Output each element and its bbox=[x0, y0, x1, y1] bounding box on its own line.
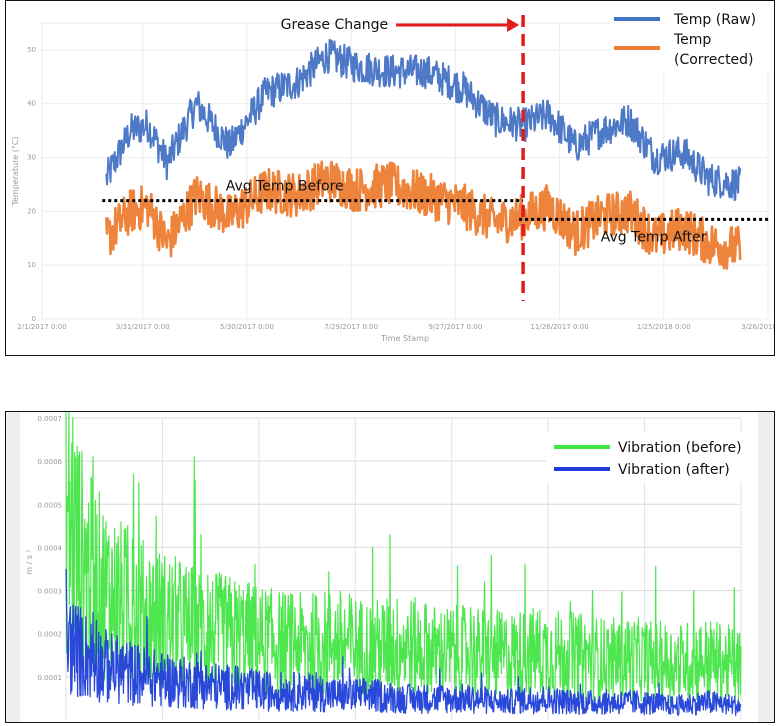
vibration-before-series-line bbox=[65, 392, 742, 704]
y-tick-label: 0.0001 bbox=[38, 674, 63, 682]
temperature-annotations: Grease Change bbox=[281, 15, 525, 301]
temp-raw-series-line bbox=[105, 38, 742, 202]
x-tick-label: 3/31/2017 0:00 bbox=[116, 323, 170, 331]
right-margin bbox=[758, 412, 774, 722]
temperature-chart-panel: 0 10 20 30 40 50 2/1/2017 0:00 3/31/2017 0:00 5/… bbox=[5, 0, 781, 356]
x-tick-label: 9/27/2017 0:00 bbox=[428, 323, 482, 331]
grease-change-arrow-head bbox=[507, 18, 520, 32]
temp-corrected-series-line bbox=[105, 160, 742, 270]
legend-label-vibration-after: Vibration (after) bbox=[618, 462, 730, 478]
y-tick-label: 0 bbox=[32, 315, 36, 323]
y-tick-label: 20 bbox=[27, 207, 36, 215]
y-axis-label: m / s ² bbox=[25, 549, 34, 575]
legend-label-vibration-before: Vibration (before) bbox=[618, 440, 742, 456]
temperature-reference-lines: Avg Temp Before Avg Temp After bbox=[102, 179, 771, 245]
y-tick-label: 0.0007 bbox=[38, 415, 63, 423]
temperature-axes: 0 10 20 30 40 50 2/1/2017 0:00 3/31/2017 0:00 5/… bbox=[11, 46, 781, 343]
x-tick-label: 11/26/2017 0:00 bbox=[530, 323, 588, 331]
legend-background bbox=[546, 432, 754, 482]
y-tick-label: 40 bbox=[27, 100, 36, 108]
y-tick-label: 30 bbox=[27, 154, 36, 162]
legend-label-temp-raw: Temp (Raw) bbox=[673, 12, 756, 28]
y-tick-label: 10 bbox=[27, 261, 36, 269]
vibration-chart: 0.0001 0.0002 0.0003 0.0004 0.0005 0.0006 0.00… bbox=[6, 392, 774, 722]
x-tick-label: 3/26/2018 0:00 bbox=[741, 323, 774, 331]
grease-change-label: Grease Change bbox=[281, 17, 388, 33]
x-tick-label: 7/29/2017 0:00 bbox=[324, 323, 378, 331]
x-tick-label: 5/30/2017 0:00 bbox=[220, 323, 274, 331]
legend-background bbox=[610, 5, 770, 71]
vibration-after-series-line bbox=[65, 568, 742, 716]
y-tick-label: 0.0006 bbox=[38, 458, 63, 466]
temperature-chart: 0 10 20 30 40 50 2/1/2017 0:00 3/31/2017 0:00 5/… bbox=[11, 5, 781, 343]
y-tick-label: 0.0002 bbox=[38, 631, 63, 639]
x-tick-label: 1/25/2018 0:00 bbox=[637, 323, 691, 331]
avg-temp-before-label: Avg Temp Before bbox=[226, 179, 344, 195]
x-tick-label: 2/1/2017 0:00 bbox=[17, 323, 66, 331]
vibration-axes: 0.0001 0.0002 0.0003 0.0004 0.0005 0.0006 0.00… bbox=[25, 415, 63, 682]
y-axis-label: Temperature (°C) bbox=[11, 136, 20, 206]
avg-temp-after-label: Avg Temp After bbox=[601, 229, 707, 245]
legend-label-temp-corrected-line2: (Corrected) bbox=[674, 52, 754, 68]
vibration-series bbox=[65, 392, 742, 716]
left-margin bbox=[6, 412, 20, 722]
vibration-legend: Vibration (before) Vibration (after) bbox=[546, 432, 754, 482]
x-axis-label: Time Stamp bbox=[380, 334, 429, 343]
y-tick-label: 0.0005 bbox=[38, 501, 63, 509]
vibration-chart-panel: 0.0001 0.0002 0.0003 0.0004 0.0005 0.0006 0.00… bbox=[5, 392, 775, 723]
temperature-series bbox=[105, 38, 742, 270]
legend-label-temp-corrected-line1: Temp bbox=[673, 32, 711, 48]
y-tick-label: 0.0004 bbox=[38, 544, 63, 552]
y-tick-label: 0.0003 bbox=[38, 588, 63, 596]
temperature-legend: Temp (Raw) Temp (Corrected) bbox=[610, 5, 770, 71]
y-tick-label: 50 bbox=[27, 46, 36, 54]
